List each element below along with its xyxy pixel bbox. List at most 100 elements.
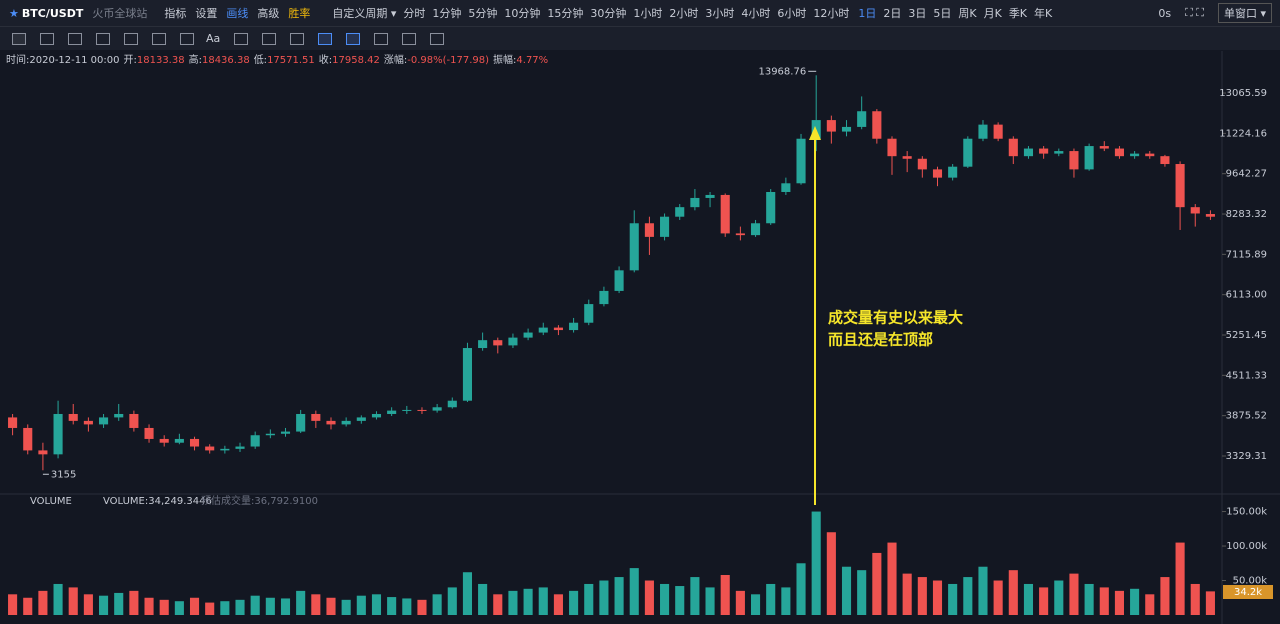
window-label[interactable]: 单窗口: [1223, 7, 1257, 20]
candle-body: [1069, 151, 1079, 170]
period-label[interactable]: 自定义周期: [332, 7, 388, 20]
fib-tool[interactable]: [124, 32, 138, 45]
menu-item[interactable]: 设置: [195, 7, 218, 20]
candle-body: [841, 126, 852, 132]
candle-body: [356, 417, 366, 421]
copy-tool[interactable]: [374, 32, 389, 45]
rect-tool[interactable]: [96, 32, 110, 45]
channel-tool[interactable]: [68, 32, 82, 45]
lock-tool[interactable]: [318, 32, 333, 45]
candle-body: [720, 194, 730, 234]
y-tick-label: 11224.16: [1219, 128, 1267, 139]
volume-bar: [8, 594, 18, 615]
menu-item[interactable]: 高级: [257, 7, 280, 20]
info-label: 开:: [124, 55, 137, 66]
fullscreen[interactable]: ⛶ ⛶: [1185, 6, 1204, 19]
candle-body: [1114, 148, 1124, 157]
period-dropdown[interactable]: 自定义周期 ▾: [332, 7, 397, 20]
menu-item[interactable]: 画线: [226, 7, 249, 20]
pen-tool[interactable]: [290, 32, 305, 45]
period[interactable]: 月K: [983, 7, 1002, 20]
window-select[interactable]: 单窗口 ▾: [1217, 3, 1272, 23]
period[interactable]: 10分钟: [504, 7, 541, 20]
text-tool[interactable]: Aa: [206, 32, 221, 45]
volume-bar: [569, 590, 579, 615]
candle-body: [735, 233, 745, 236]
candle-body: [1205, 214, 1215, 217]
candle-body: [83, 420, 93, 425]
volume-bar: [1084, 583, 1094, 615]
candle-body: [948, 166, 958, 178]
high-label: 13968.76: [758, 66, 806, 77]
volume-bar: [781, 587, 791, 615]
volume-bar: [341, 599, 351, 615]
period[interactable]: 12小时: [813, 7, 850, 20]
period[interactable]: 5分钟: [468, 7, 498, 20]
volume-bar: [993, 580, 1003, 615]
hide-tool[interactable]: [346, 32, 361, 45]
candle-body: [53, 413, 63, 455]
volume-bar: [1039, 587, 1049, 615]
info-value: 17958.42: [332, 55, 380, 66]
period[interactable]: 分时: [403, 7, 426, 20]
snapshot-tool[interactable]: [402, 32, 417, 45]
period[interactable]: 年K: [1034, 7, 1053, 20]
volume-bar: [1190, 583, 1200, 615]
candle-body: [1145, 153, 1155, 157]
volume-bar: [265, 597, 275, 615]
period[interactable]: 周K: [958, 7, 977, 20]
volume-bar: [796, 563, 806, 615]
period[interactable]: 2日: [883, 7, 902, 20]
arrow-head: [809, 126, 821, 140]
star[interactable]: ★: [9, 6, 19, 20]
volume-bar: [144, 597, 154, 615]
candle-body: [493, 340, 503, 346]
volume-bar: [23, 597, 33, 615]
magnet-tool[interactable]: [262, 32, 277, 45]
exchange: 火币全球站: [92, 7, 148, 20]
candle-body: [523, 332, 533, 338]
candle-body: [417, 409, 427, 411]
menu-item[interactable]: 指标: [164, 7, 187, 20]
candle-body: [159, 438, 169, 443]
period[interactable]: 1小时: [633, 7, 663, 20]
volume-bar: [660, 583, 670, 615]
volume-bar: [387, 597, 397, 615]
crosshair-tool[interactable]: [12, 32, 26, 45]
y2-tick-label: 150.00k: [1226, 507, 1267, 518]
period[interactable]: 5日: [933, 7, 952, 20]
volume-bar: [296, 590, 306, 615]
emoji-tool[interactable]: [234, 32, 249, 45]
delete-tool[interactable]: [430, 32, 445, 45]
top-toolbar: ★ BTC/USDT 火币全球站 指标 设置 画线 高级 胜率 自定义周期 ▾ 分时 1分…: [0, 0, 1280, 27]
volume-bar: [38, 590, 48, 615]
menu-item[interactable]: 胜率: [288, 7, 311, 20]
volume-bar: [1175, 542, 1185, 615]
volume-bar: [1114, 590, 1124, 615]
period[interactable]: 4小时: [741, 7, 771, 20]
wave-tool[interactable]: [152, 32, 166, 45]
candle-body: [205, 446, 215, 451]
measure-tool[interactable]: [180, 32, 194, 45]
candle-body: [402, 409, 412, 411]
countdown: 0s: [1158, 6, 1172, 20]
candle-body: [341, 420, 351, 425]
period[interactable]: 6小时: [777, 7, 807, 20]
volume-current: VOLUME:34,249.3446: [103, 496, 212, 507]
period[interactable]: 1日: [858, 7, 877, 20]
volume-bar: [478, 583, 488, 615]
period[interactable]: 季K: [1008, 7, 1028, 20]
candle-body: [1099, 146, 1109, 149]
period[interactable]: 3小时: [705, 7, 735, 20]
period[interactable]: 2小时: [669, 7, 699, 20]
y-tick-label: 5251.45: [1226, 330, 1267, 341]
period[interactable]: 1分钟: [432, 7, 462, 20]
period[interactable]: 15分钟: [547, 7, 584, 20]
period[interactable]: 30分钟: [590, 7, 627, 20]
volume-bar: [614, 577, 624, 615]
line-tool[interactable]: [40, 32, 54, 45]
symbol[interactable]: BTC/USDT: [21, 6, 84, 20]
candle-body: [993, 124, 1003, 139]
volume-tag: 34.2k: [1234, 587, 1262, 598]
period[interactable]: 3日: [908, 7, 927, 20]
